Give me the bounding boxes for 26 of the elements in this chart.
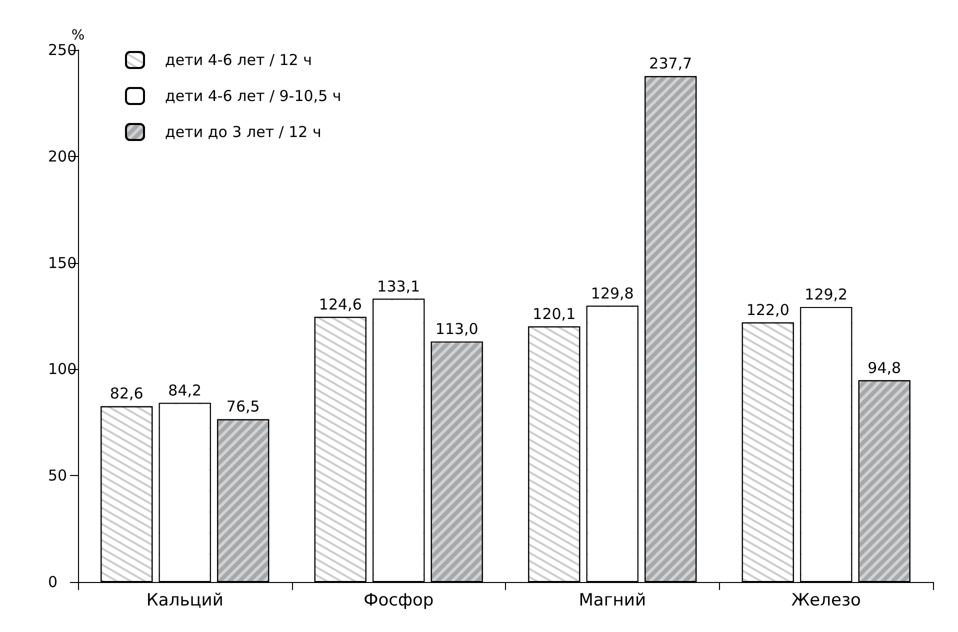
data-label: 76,5 — [226, 398, 260, 416]
data-label: 84,2 — [168, 381, 202, 400]
legend-label: дети 4-6 лет / 9-10,5 ч — [165, 87, 342, 105]
legend-label: дети до 3 лет / 12 ч — [165, 123, 322, 141]
legend-label: дети 4-6 лет / 12 ч — [165, 51, 312, 69]
x-tick-label: Железо — [791, 590, 861, 610]
data-label: 237,7 — [649, 54, 692, 73]
y-tick-label: 250 — [48, 41, 77, 59]
data-label: 94,8 — [868, 358, 902, 377]
data-label: 82,6 — [110, 384, 144, 403]
x-tick-label: Фосфор — [364, 590, 434, 610]
data-label: 113,0 — [435, 320, 478, 338]
y-tick-label: 200 — [48, 147, 77, 166]
data-label: 133,1 — [377, 277, 420, 296]
x-tick-label: Кальций — [146, 590, 224, 610]
data-label: 120,1 — [532, 304, 576, 323]
data-label: 122,0 — [746, 300, 790, 319]
y-axis-title: % — [71, 28, 85, 44]
data-label: 129,8 — [590, 284, 634, 302]
y-tick-label: 100 — [48, 360, 77, 378]
y-tick-label: 50 — [48, 466, 68, 485]
data-label: 129,2 — [804, 286, 848, 304]
x-tick-label: Магний — [578, 590, 646, 610]
y-tick-label: 0 — [48, 573, 58, 591]
data-label: 124,6 — [318, 295, 362, 314]
y-tick-label: 150 — [48, 254, 77, 272]
